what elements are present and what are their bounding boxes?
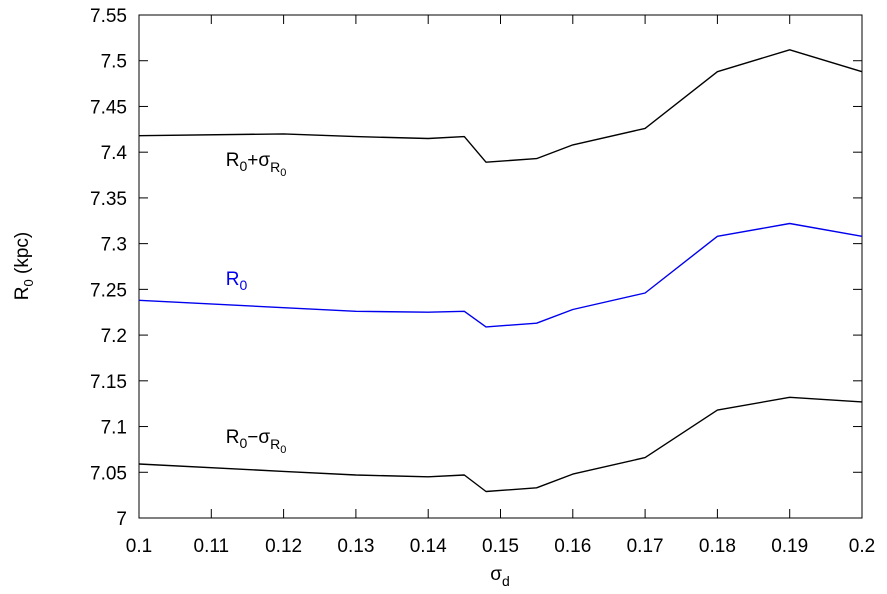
series-annotation-2: R0−σR0 <box>226 427 287 456</box>
annotation-op: + <box>247 150 258 171</box>
x-axis-label-sub: d <box>502 573 510 589</box>
y-tick-label: 7.5 <box>101 52 127 73</box>
x-tick-label: 0.2 <box>849 536 875 557</box>
annotation-sigma-sub2: 0 <box>280 167 286 179</box>
x-tick-label: 0.16 <box>554 536 591 557</box>
y-tick-label: 7.35 <box>90 189 127 210</box>
y-tick-label: 7 <box>116 509 127 530</box>
series-annotation-1: R0 <box>226 269 248 293</box>
annotation-sub: 0 <box>239 435 247 451</box>
annotation-main: R <box>226 150 240 171</box>
annotation-sigma-sub: R <box>270 436 280 452</box>
x-tick-label: 0.19 <box>771 536 808 557</box>
y-tick-label: 7.25 <box>90 280 127 301</box>
annotation-sub: 0 <box>239 158 247 174</box>
x-tick-label: 0.15 <box>482 536 519 557</box>
annotation-sub: 0 <box>239 277 247 293</box>
y-axis-label-main: R <box>12 287 33 301</box>
annotation-sigma: σ <box>258 150 270 171</box>
x-tick-label: 0.18 <box>699 536 736 557</box>
y-tick-label: 7.05 <box>90 463 127 484</box>
y-axis-label-unit: (kpc) <box>12 232 33 280</box>
y-tick-label: 7.2 <box>101 326 127 347</box>
series-lines <box>138 49 863 493</box>
y-axis-label: R0 (kpc) <box>12 232 36 300</box>
y-tick-label: 7.15 <box>90 372 127 393</box>
x-axis-label-main: σ <box>490 564 502 585</box>
y-tick-label: 7.45 <box>90 97 127 118</box>
x-tick-label: 0.14 <box>410 536 447 557</box>
x-tick-label: 0.13 <box>337 536 374 557</box>
annotation-op: − <box>247 427 258 448</box>
series-line-1 <box>138 222 863 328</box>
y-axis-label-sub: 0 <box>21 279 36 286</box>
x-tick-label: 0.12 <box>265 536 302 557</box>
series-line-0 <box>138 49 863 163</box>
axis-ticks <box>138 14 863 519</box>
annotation-sigma-sub2: 0 <box>280 444 286 456</box>
x-tick-label: 0.1 <box>126 536 152 557</box>
x-tick-labels: 0.1 0.11 0.12 0.13 0.14 0.15 0.16 0.17 0.18 0.19 0… <box>126 536 875 557</box>
annotation-main: R <box>226 269 240 290</box>
series-line-2 <box>138 396 863 493</box>
x-tick-label: 0.17 <box>627 536 664 557</box>
x-tick-label: 0.11 <box>194 536 230 557</box>
annotation-main: R <box>226 427 240 448</box>
annotation-sigma-sub: R <box>270 159 280 175</box>
x-axis-label: σd <box>490 564 510 589</box>
series-annotation-0: R0+σR0 <box>226 150 287 179</box>
y-tick-label: 7.55 <box>90 6 127 27</box>
y-tick-label: 7.3 <box>101 235 127 256</box>
annotation-sigma: σ <box>258 427 270 448</box>
y-tick-label: 7.4 <box>101 143 128 164</box>
y-tick-label: 7.1 <box>101 418 127 439</box>
y-tick-labels: 7 7.05 7.1 7.15 7.2 7.25 7.3 7.35 7.4 7.45 7.5 7.55 <box>90 6 127 530</box>
